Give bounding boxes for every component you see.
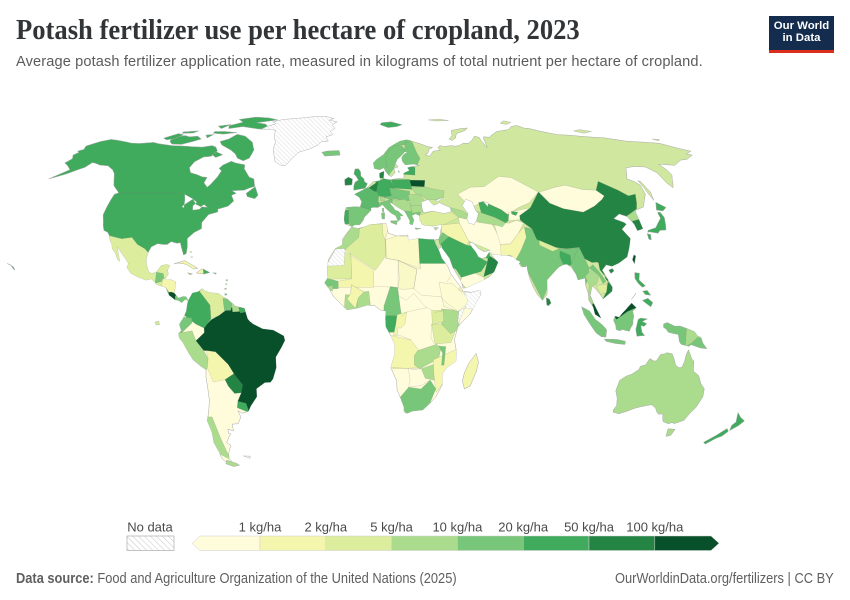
svg-text:5 kg/ha: 5 kg/ha [370,520,413,535]
svg-text:50 kg/ha: 50 kg/ha [564,520,615,535]
svg-text:10 kg/ha: 10 kg/ha [432,520,483,535]
svg-text:100 kg/ha: 100 kg/ha [626,520,684,535]
svg-text:20 kg/ha: 20 kg/ha [498,520,549,535]
svg-text:2 kg/ha: 2 kg/ha [304,520,347,535]
svg-text:1 kg/ha: 1 kg/ha [239,520,282,535]
svg-text:No data: No data [127,520,173,535]
